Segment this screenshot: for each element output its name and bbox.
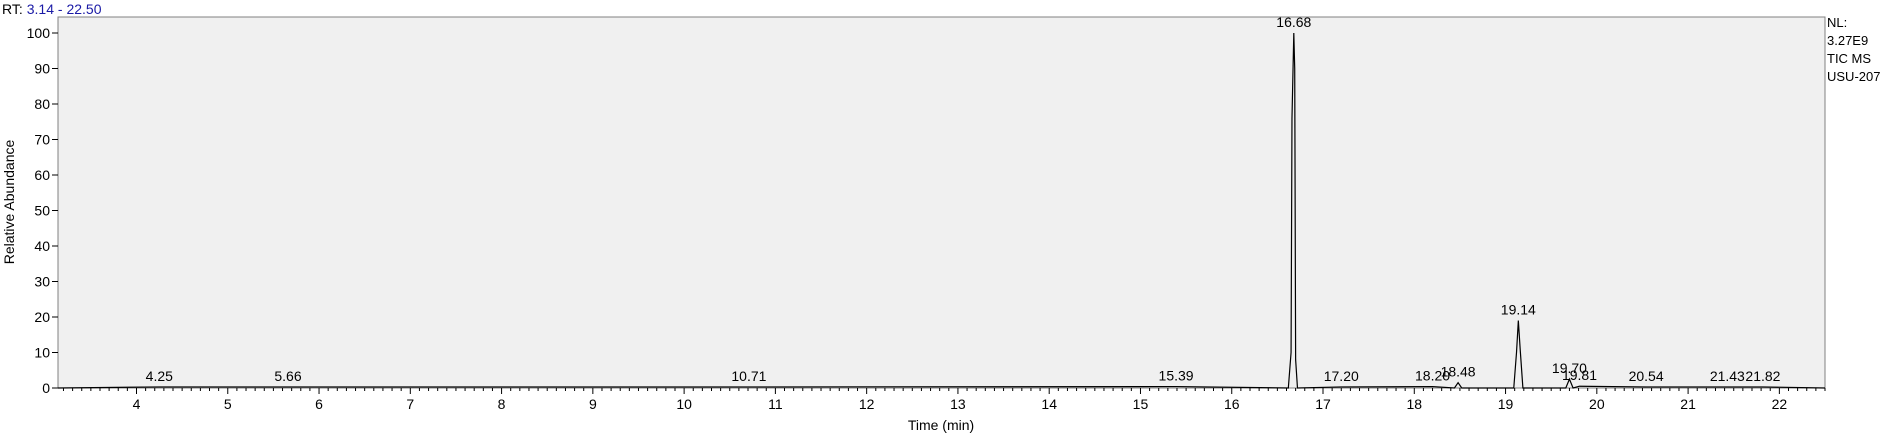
x-tick-label: 7 (406, 396, 414, 412)
side-info: NL: 3.27E9 TIC MS USU-207 (1827, 15, 1880, 84)
y-tick-label: 10 (34, 345, 50, 361)
peak-label: 17.20 (1324, 368, 1359, 384)
x-tick-label: 10 (676, 396, 692, 412)
x-tick-label: 18 (1406, 396, 1422, 412)
peak-label: 19.70 (1552, 360, 1587, 376)
peak-label: 19.14 (1501, 302, 1536, 318)
x-tick-label: 8 (498, 396, 506, 412)
side-info-line: 3.27E9 (1827, 33, 1868, 48)
y-tick-label: 60 (34, 167, 50, 183)
plot-area (57, 16, 1826, 389)
y-axis-label: Relative Abundance (1, 140, 17, 265)
x-tick-label: 9 (589, 396, 597, 412)
y-tick-label: 40 (34, 238, 50, 254)
x-tick-label: 20 (1589, 396, 1605, 412)
x-axis-label: Time (min) (908, 417, 974, 433)
chromatogram-trace (57, 32, 1826, 389)
peak-label: 4.25 (146, 368, 173, 384)
y-axis-ticks: 0 10 20 30 40 50 60 70 80 90 100 (27, 25, 58, 396)
x-tick-label: 16 (1224, 396, 1240, 412)
x-tick-label: 6 (315, 396, 323, 412)
x-tick-label: 17 (1315, 396, 1331, 412)
side-info-line: USU-207 (1827, 69, 1880, 84)
peak-label: 19.81 (1562, 367, 1597, 383)
y-tick-label: 20 (34, 309, 50, 325)
peak-label: 15.39 (1159, 368, 1194, 384)
y-tick-label: 0 (42, 380, 50, 396)
peak-label: 21.43 (1710, 368, 1745, 384)
x-tick-label: 22 (1772, 396, 1788, 412)
y-tick-label: 90 (34, 61, 50, 77)
x-tick-label: 14 (1041, 396, 1057, 412)
rt-prefix: RT: (2, 1, 23, 17)
y-tick-label: 50 (34, 203, 50, 219)
x-tick-label: 15 (1133, 396, 1149, 412)
side-info-line: NL: (1827, 15, 1847, 30)
x-axis-ticks: 4 5 6 7 8 9 10 11 12 13 14 15 16 17 18 19 20 21 22 (62, 388, 1826, 412)
x-tick-label: 11 (768, 396, 783, 412)
peak-label: 16.68 (1276, 14, 1311, 30)
y-tick-label: 100 (27, 25, 51, 41)
peak-label: 21.82 (1745, 368, 1780, 384)
y-tick-label: 80 (34, 96, 50, 112)
peak-label: 18.20 (1415, 368, 1450, 384)
rt-range-label: RT: 3.14 - 22.50 (2, 1, 102, 17)
x-tick-label: 19 (1498, 396, 1514, 412)
side-info-line: TIC MS (1827, 51, 1871, 66)
x-tick-label: 21 (1680, 396, 1696, 412)
x-tick-label: 4 (133, 396, 141, 412)
peak-label: 18.48 (1441, 364, 1476, 380)
y-tick-label: 70 (34, 132, 50, 148)
x-tick-label: 5 (224, 396, 232, 412)
rt-range-value: 3.14 - 22.50 (27, 1, 102, 17)
peak-label: 10.71 (731, 368, 766, 384)
x-tick-label: 12 (859, 396, 875, 412)
peak-label: 5.66 (274, 368, 301, 384)
x-tick-label: 13 (950, 396, 966, 412)
peak-label: 20.54 (1629, 368, 1664, 384)
y-tick-label: 30 (34, 274, 50, 290)
